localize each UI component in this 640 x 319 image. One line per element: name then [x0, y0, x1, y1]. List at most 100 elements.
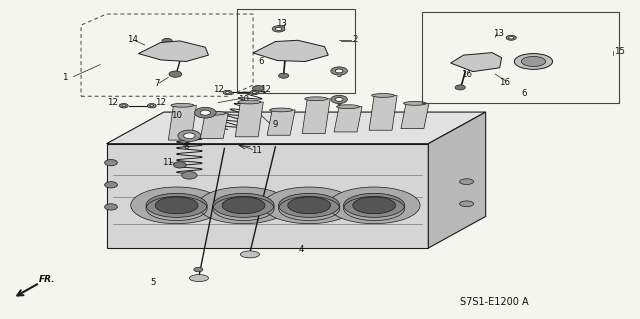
- Circle shape: [162, 38, 172, 43]
- Text: 12: 12: [260, 85, 271, 94]
- Ellipse shape: [146, 193, 207, 217]
- Ellipse shape: [131, 187, 223, 224]
- Circle shape: [169, 71, 182, 77]
- Ellipse shape: [344, 193, 404, 217]
- Circle shape: [173, 47, 186, 54]
- Ellipse shape: [189, 275, 209, 282]
- Circle shape: [331, 95, 348, 104]
- Ellipse shape: [288, 197, 331, 214]
- Circle shape: [194, 267, 203, 272]
- Text: 10: 10: [238, 95, 249, 104]
- Ellipse shape: [515, 54, 552, 69]
- Circle shape: [200, 110, 211, 115]
- Polygon shape: [106, 144, 428, 248]
- Ellipse shape: [213, 193, 274, 217]
- Text: 7: 7: [155, 79, 160, 88]
- Polygon shape: [200, 113, 228, 138]
- Text: 15: 15: [614, 48, 625, 56]
- Text: 1: 1: [62, 73, 68, 82]
- Circle shape: [284, 45, 309, 58]
- Text: 6: 6: [521, 89, 527, 98]
- Polygon shape: [236, 102, 263, 137]
- Circle shape: [252, 85, 264, 91]
- Circle shape: [272, 26, 285, 32]
- Text: 2: 2: [352, 35, 358, 44]
- Text: 6: 6: [259, 57, 264, 66]
- Ellipse shape: [203, 111, 226, 115]
- Circle shape: [147, 104, 156, 108]
- Circle shape: [455, 85, 465, 90]
- Ellipse shape: [403, 101, 426, 105]
- Circle shape: [335, 69, 343, 73]
- Circle shape: [195, 107, 216, 118]
- Text: 12: 12: [155, 98, 166, 107]
- Text: 5: 5: [150, 278, 156, 287]
- Ellipse shape: [241, 251, 259, 258]
- Circle shape: [331, 67, 348, 75]
- Ellipse shape: [263, 187, 355, 224]
- Circle shape: [252, 92, 256, 93]
- Circle shape: [509, 36, 514, 39]
- Circle shape: [275, 27, 282, 31]
- Circle shape: [167, 44, 193, 57]
- Text: 11: 11: [251, 145, 262, 154]
- Text: 14: 14: [127, 35, 138, 44]
- Ellipse shape: [222, 197, 265, 214]
- Circle shape: [119, 104, 128, 108]
- Polygon shape: [267, 110, 295, 135]
- Circle shape: [335, 98, 343, 101]
- Text: 4: 4: [298, 245, 303, 254]
- Circle shape: [122, 105, 125, 107]
- Circle shape: [463, 57, 483, 66]
- Text: 12: 12: [212, 85, 223, 94]
- Ellipse shape: [269, 108, 292, 112]
- Ellipse shape: [171, 103, 194, 107]
- Circle shape: [104, 182, 117, 188]
- Circle shape: [468, 59, 477, 64]
- Ellipse shape: [156, 197, 198, 214]
- Ellipse shape: [460, 179, 474, 184]
- Ellipse shape: [278, 193, 340, 217]
- Text: 3: 3: [337, 70, 342, 78]
- Polygon shape: [334, 107, 362, 132]
- Ellipse shape: [305, 97, 328, 100]
- Circle shape: [184, 133, 195, 139]
- Text: 13: 13: [276, 19, 287, 28]
- Ellipse shape: [353, 197, 396, 214]
- Polygon shape: [302, 99, 330, 134]
- Text: 8: 8: [184, 142, 189, 151]
- Polygon shape: [106, 112, 486, 144]
- Ellipse shape: [372, 93, 394, 97]
- Text: 16: 16: [499, 78, 510, 86]
- Circle shape: [150, 105, 154, 107]
- Text: 3: 3: [337, 98, 342, 107]
- Circle shape: [182, 172, 197, 179]
- Circle shape: [226, 92, 230, 93]
- Text: FR.: FR.: [38, 275, 55, 285]
- Polygon shape: [369, 95, 397, 130]
- Text: 11: 11: [161, 158, 173, 167]
- Ellipse shape: [337, 105, 360, 108]
- Ellipse shape: [522, 56, 545, 67]
- Polygon shape: [451, 53, 502, 71]
- Text: 12: 12: [108, 98, 118, 107]
- Polygon shape: [428, 112, 486, 248]
- Polygon shape: [401, 103, 429, 129]
- Polygon shape: [138, 41, 209, 62]
- Circle shape: [104, 204, 117, 210]
- Circle shape: [223, 90, 232, 95]
- Circle shape: [178, 130, 201, 141]
- Text: 13: 13: [493, 28, 504, 38]
- Circle shape: [506, 35, 516, 40]
- Polygon shape: [168, 105, 196, 140]
- Circle shape: [104, 160, 117, 166]
- Circle shape: [173, 162, 186, 168]
- Text: 9: 9: [273, 120, 278, 129]
- Text: 16: 16: [461, 70, 472, 78]
- Circle shape: [250, 90, 259, 95]
- Ellipse shape: [238, 100, 260, 104]
- Ellipse shape: [198, 187, 289, 224]
- Text: 10: 10: [171, 111, 182, 120]
- Ellipse shape: [328, 187, 420, 224]
- Circle shape: [278, 73, 289, 78]
